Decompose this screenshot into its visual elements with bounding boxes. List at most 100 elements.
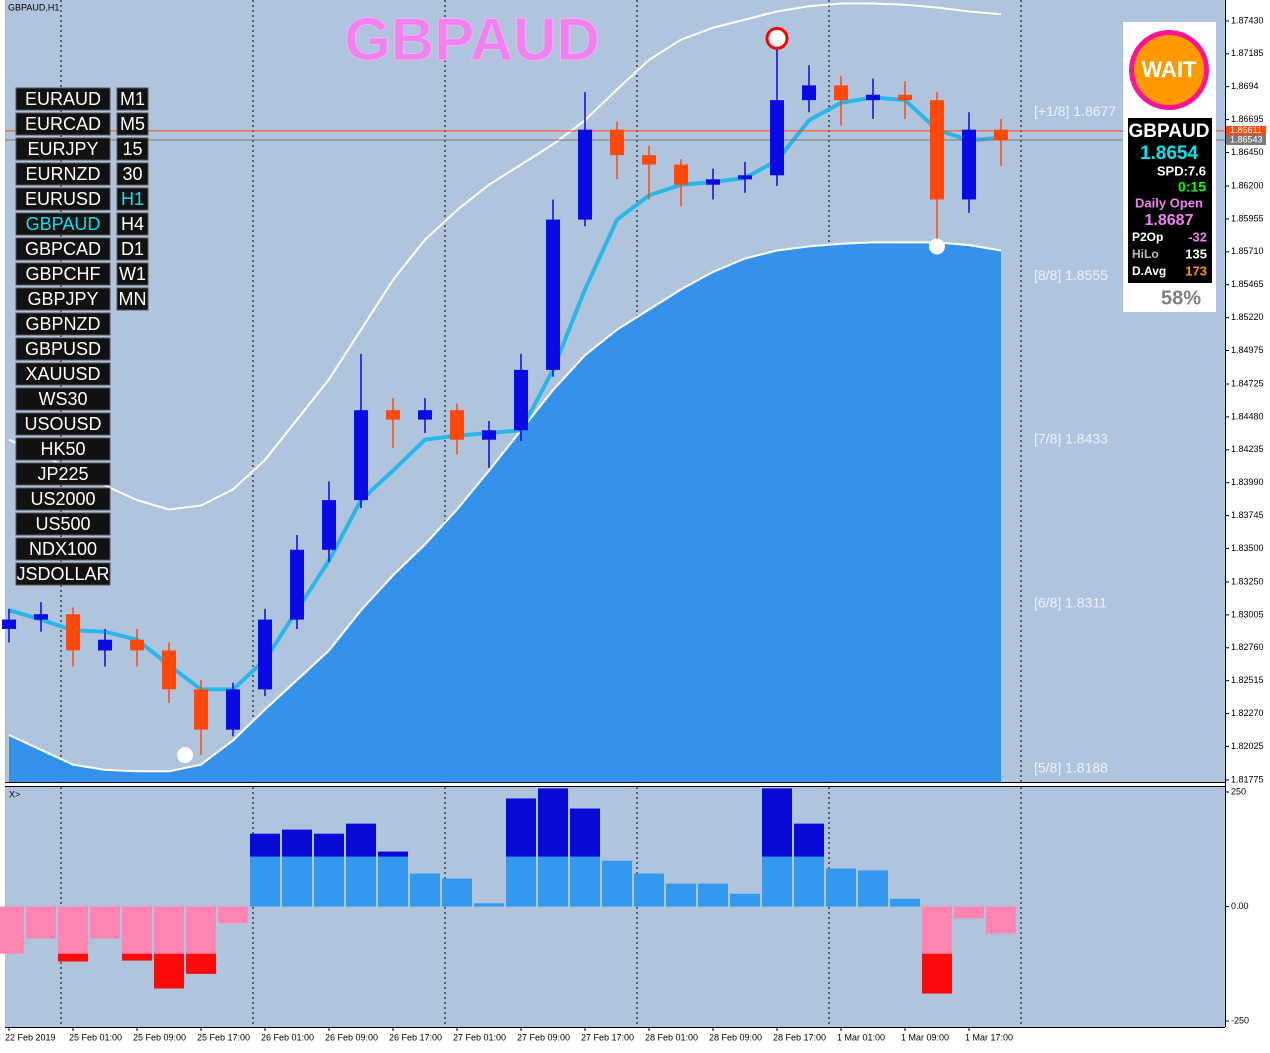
- symbol-button-label[interactable]: US2000: [30, 489, 95, 509]
- symbol-button[interactable]: [15, 212, 111, 236]
- timeframe-button[interactable]: [116, 162, 149, 186]
- symbol-button-label[interactable]: US500: [35, 514, 90, 534]
- y-tick-label: -250: [1231, 1015, 1249, 1025]
- symbol-button[interactable]: [15, 437, 111, 461]
- symbol-button[interactable]: [15, 312, 111, 336]
- candle-body: [674, 164, 688, 185]
- level-label: [+1/8] 1.8677: [1034, 103, 1116, 119]
- oscillator-bar: [122, 953, 152, 961]
- y-tick-label: 1.83745: [1231, 510, 1264, 520]
- symbol-button-label[interactable]: GBPCHF: [25, 264, 100, 284]
- symbol-button[interactable]: [15, 387, 111, 411]
- candle-body: [450, 410, 464, 440]
- symbol-button[interactable]: [15, 537, 111, 561]
- symbol-button-label[interactable]: GBPCAD: [25, 239, 101, 259]
- symbol-button-label[interactable]: GBPUSD: [25, 339, 101, 359]
- symbol-button[interactable]: [15, 287, 111, 311]
- candle-body: [610, 129, 624, 156]
- symbol-button-label[interactable]: EURJPY: [27, 139, 98, 159]
- oscillator-bar: [602, 860, 632, 907]
- x-tick-label: 28 Feb 17:00: [773, 1032, 826, 1042]
- symbol-button-label[interactable]: NDX100: [29, 539, 97, 559]
- timeframe-button[interactable]: [116, 112, 149, 136]
- symbol-button[interactable]: [15, 187, 111, 211]
- symbol-button[interactable]: [15, 362, 111, 386]
- candle-body: [258, 619, 272, 690]
- y-tick-label: 0.00: [1231, 901, 1249, 911]
- indicator-line: [8, 2, 1002, 511]
- y-tick-label: 1.83005: [1231, 609, 1264, 619]
- symbol-button-label[interactable]: EURAUD: [25, 89, 101, 109]
- symbol-button-label[interactable]: USOUSD: [24, 414, 101, 434]
- timeframe-button[interactable]: [116, 212, 149, 236]
- symbol-button-label[interactable]: GBPNZD: [25, 314, 100, 334]
- timeframe-button-label[interactable]: MN: [119, 289, 147, 309]
- symbol-button[interactable]: [15, 487, 111, 511]
- timeframe-button-label[interactable]: 30: [122, 164, 142, 184]
- symbol-button-label[interactable]: WS30: [38, 389, 87, 409]
- symbol-button[interactable]: [15, 87, 111, 111]
- level-label: [7/8] 1.8433: [1034, 431, 1108, 447]
- panel-percent: 58%: [1161, 287, 1201, 309]
- symbol-button-label[interactable]: XAUUSD: [25, 364, 100, 384]
- symbol-button[interactable]: [15, 412, 111, 436]
- symbol-button[interactable]: [15, 237, 111, 261]
- y-tick-label: 1.83500: [1231, 543, 1264, 553]
- symbol-button[interactable]: [15, 262, 111, 286]
- timeframe-button-label[interactable]: 15: [122, 139, 142, 159]
- symbol-button-label[interactable]: GBPJPY: [27, 289, 98, 309]
- oscillator-bar: [666, 883, 696, 907]
- timeframe-button-label[interactable]: H1: [121, 189, 144, 209]
- symbol-button-label[interactable]: EURUSD: [25, 189, 101, 209]
- oscillator-bar: [890, 898, 920, 907]
- timeframe-button-label[interactable]: W1: [119, 264, 146, 284]
- symbol-button-label[interactable]: EURNZD: [26, 164, 101, 184]
- symbol-button-label[interactable]: EURCAD: [25, 114, 101, 134]
- timeframe-button[interactable]: [116, 187, 149, 211]
- candle-body: [98, 639, 112, 651]
- timeframe-button[interactable]: [116, 137, 149, 161]
- candle-body: [418, 410, 432, 420]
- x-tick-label: 1 Mar 01:00: [837, 1032, 885, 1042]
- candle-body: [962, 129, 976, 200]
- symbol-button[interactable]: [15, 562, 111, 586]
- y-tick-label: 1.84480: [1231, 411, 1264, 421]
- symbol-title: GBPAUD: [344, 6, 600, 73]
- timeframe-button[interactable]: [116, 287, 149, 311]
- symbol-button-label[interactable]: HK50: [40, 439, 85, 459]
- symbol-button[interactable]: [15, 162, 111, 186]
- oscillator-bar: [378, 851, 408, 857]
- timeframe-button-label[interactable]: M1: [120, 89, 145, 109]
- symbol-button[interactable]: [15, 137, 111, 161]
- timeframe-button-label[interactable]: H4: [121, 214, 144, 234]
- timeframe-button[interactable]: [116, 237, 149, 261]
- oscillator-bar: [698, 883, 728, 907]
- y-tick-label: 1.85710: [1231, 246, 1264, 256]
- oscillator-bar: [122, 906, 152, 954]
- y-tick-label: 1.84725: [1231, 378, 1264, 388]
- candle-body: [738, 175, 752, 180]
- symbol-button[interactable]: [15, 337, 111, 361]
- x-tick-label: 27 Feb 17:00: [581, 1032, 634, 1042]
- y-tick-label: 1.82515: [1231, 675, 1264, 685]
- symbol-button-label[interactable]: JP225: [37, 464, 88, 484]
- x-tick-label: 28 Feb 01:00: [645, 1032, 698, 1042]
- symbol-button[interactable]: [15, 462, 111, 486]
- timeframe-button[interactable]: [116, 262, 149, 286]
- window-title: GBPAUD,H1: [8, 2, 59, 12]
- level-label: [5/8] 1.8188: [1034, 760, 1108, 776]
- y-tick-label: 1.81775: [1231, 774, 1264, 784]
- oscillator-bar: [826, 868, 856, 907]
- symbol-button-label[interactable]: JSDOLLAR: [16, 564, 109, 584]
- oscillator-bar: [250, 856, 280, 907]
- oscillator-bar: [346, 823, 376, 857]
- panel-row-label: D.Avg: [1132, 264, 1166, 278]
- symbol-button[interactable]: [15, 112, 111, 136]
- symbol-button[interactable]: [15, 512, 111, 536]
- timeframe-button[interactable]: [116, 87, 149, 111]
- symbol-button-label[interactable]: GBPAUD: [26, 214, 101, 234]
- timeframe-button-label[interactable]: M5: [120, 114, 145, 134]
- timeframe-button-label[interactable]: D1: [121, 239, 144, 259]
- panel-rows: P2Op -32 HiLo 135 D.Avg 173: [1132, 229, 1207, 278]
- candle-body: [642, 155, 656, 165]
